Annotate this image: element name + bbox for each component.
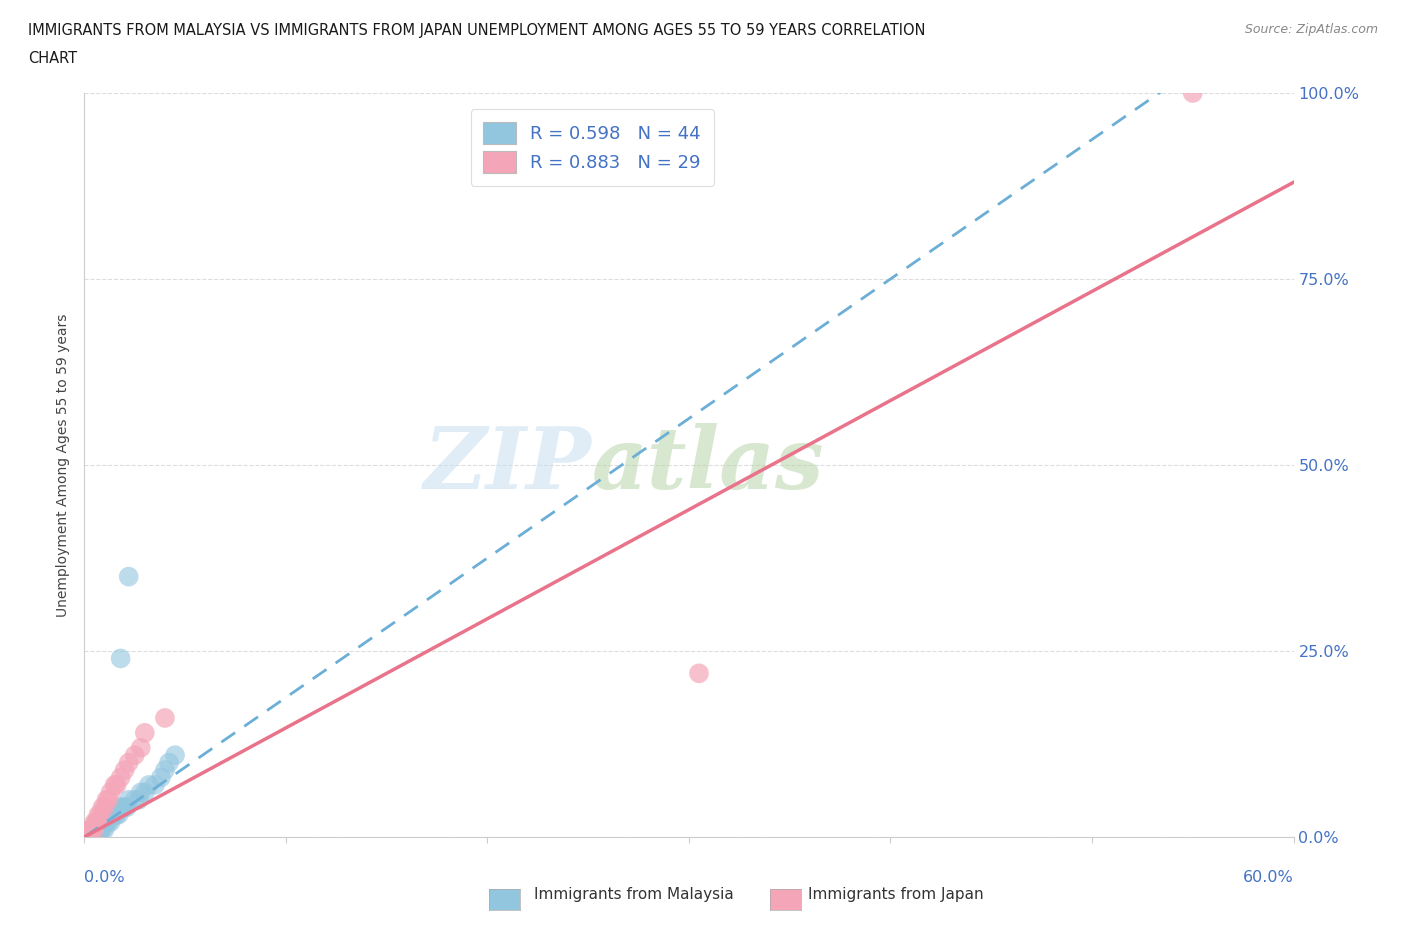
Text: 60.0%: 60.0% [1243, 870, 1294, 885]
Point [100, 785, 122, 800]
Point [82, 830, 104, 844]
Point [77, 830, 100, 844]
Point [104, 777, 127, 792]
Text: Immigrants from Japan: Immigrants from Japan [808, 887, 984, 902]
Point [86, 815, 108, 830]
Text: 0.0%: 0.0% [84, 870, 125, 885]
Point [129, 785, 152, 800]
Point [82, 822, 104, 837]
Point [124, 748, 146, 763]
Point [124, 792, 146, 807]
Legend: R = 0.598   N = 44, R = 0.883   N = 29: R = 0.598 N = 44, R = 0.883 N = 29 [471, 110, 714, 186]
Text: Source: ZipAtlas.com: Source: ZipAtlas.com [1244, 23, 1378, 36]
Point [118, 792, 141, 807]
Point [86, 830, 108, 844]
Point [82, 830, 104, 844]
Point [128, 792, 150, 807]
Point [87, 807, 110, 822]
Point [1181, 86, 1204, 100]
Point [75, 830, 97, 844]
Point [104, 807, 127, 822]
Point [79, 830, 101, 844]
Point [87, 830, 110, 844]
Point [101, 807, 124, 822]
Point [107, 807, 129, 822]
Point [75, 830, 97, 844]
Point [77, 830, 100, 844]
Point [143, 777, 166, 792]
Point [110, 770, 132, 785]
Point [165, 748, 187, 763]
Point [138, 777, 160, 792]
Point [96, 792, 118, 807]
Point [89, 822, 111, 837]
Point [111, 800, 134, 815]
Point [83, 830, 105, 844]
Point [91, 800, 114, 815]
Point [83, 830, 105, 844]
Text: ZIP: ZIP [425, 423, 592, 507]
Point [97, 815, 120, 830]
Text: CHART: CHART [28, 51, 77, 66]
Point [86, 822, 108, 837]
Point [134, 725, 156, 740]
Point [149, 770, 172, 785]
Point [100, 815, 122, 830]
Point [153, 763, 176, 777]
Point [115, 800, 138, 815]
Point [114, 763, 136, 777]
Point [83, 830, 105, 844]
Point [110, 651, 132, 666]
Text: Immigrants from Malaysia: Immigrants from Malaysia [534, 887, 734, 902]
Text: atlas: atlas [592, 423, 825, 507]
Point [153, 711, 176, 725]
Point [77, 830, 100, 844]
Point [157, 755, 180, 770]
Point [91, 822, 114, 837]
Point [118, 569, 141, 584]
Point [114, 800, 136, 815]
Point [79, 822, 101, 837]
Point [110, 800, 132, 815]
Point [87, 822, 110, 837]
Point [105, 807, 128, 822]
Point [89, 807, 111, 822]
Point [79, 822, 101, 837]
Point [75, 830, 97, 844]
Y-axis label: Unemployment Among Ages 55 to 59 years: Unemployment Among Ages 55 to 59 years [56, 313, 70, 617]
Point [93, 800, 115, 815]
Point [89, 822, 111, 837]
Point [93, 822, 115, 837]
Point [96, 815, 118, 830]
Point [105, 777, 128, 792]
Point [134, 785, 156, 800]
Point [93, 815, 115, 830]
Point [83, 815, 105, 830]
Point [118, 755, 141, 770]
Point [129, 740, 152, 755]
Point [83, 822, 105, 837]
Text: IMMIGRANTS FROM MALAYSIA VS IMMIGRANTS FROM JAPAN UNEMPLOYMENT AMONG AGES 55 TO : IMMIGRANTS FROM MALAYSIA VS IMMIGRANTS F… [28, 23, 925, 38]
Point [75, 830, 97, 844]
Point [79, 830, 101, 844]
Point [97, 792, 120, 807]
Point [91, 815, 114, 830]
Point [688, 666, 710, 681]
Point [86, 815, 108, 830]
